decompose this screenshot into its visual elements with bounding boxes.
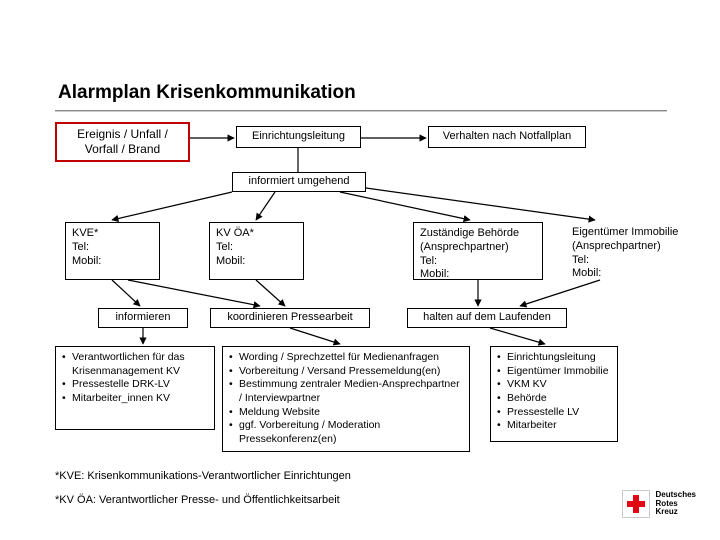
- behoerde-box: Zuständige Behörde (Ansprechpartner) Tel…: [413, 222, 543, 280]
- eigentuemer-l1: Eigentümer Immobilie: [572, 226, 695, 240]
- list-item: Vorbereitung / Versand Pressemeldung(en): [229, 365, 463, 379]
- list-item: Eigentümer Immobilie: [497, 365, 611, 379]
- logo-text: Deutsches Rotes Kreuz: [656, 491, 696, 516]
- trigger-box: Ereignis / Unfall / Vorfall / Brand: [55, 122, 190, 162]
- informiert-label: informiert umgehend: [249, 175, 350, 189]
- list-item: Behörde: [497, 392, 611, 406]
- kve-mobil: Mobil:: [72, 255, 153, 269]
- koord-label: koordinieren Pressearbeit: [227, 311, 352, 325]
- col1-box: Verantwortlichen für das Krisenmanagemen…: [55, 346, 215, 430]
- red-cross-icon: [622, 490, 650, 518]
- list-item: VKM KV: [497, 378, 611, 392]
- trigger-l2: Vorfall / Brand: [77, 142, 168, 157]
- eigentuemer-mobil: Mobil:: [572, 267, 695, 281]
- drk-logo: Deutsches Rotes Kreuz: [622, 490, 696, 518]
- behoerde-tel: Tel:: [420, 255, 536, 269]
- page-title: Alarmplan Krisenkommunikation: [58, 82, 356, 104]
- kvoa-tel: Tel:: [216, 241, 297, 255]
- behoerde-mobil: Mobil:: [420, 268, 536, 282]
- footnote-2: *KV ÖA: Verantwortlicher Presse- und Öff…: [55, 494, 340, 506]
- col3-list: EinrichtungsleitungEigentümer ImmobilieV…: [497, 351, 611, 433]
- informieren-box: informieren: [98, 308, 188, 328]
- kvoa-box: KV ÖA* Tel: Mobil:: [209, 222, 304, 280]
- list-item: Meldung Website: [229, 406, 463, 420]
- kve-box: KVE* Tel: Mobil:: [65, 222, 160, 280]
- halten-box: halten auf dem Laufenden: [407, 308, 567, 328]
- verhalten-box: Verhalten nach Notfallplan: [428, 126, 586, 148]
- kve-name: KVE*: [72, 227, 153, 241]
- list-item: Einrichtungsleitung: [497, 351, 611, 365]
- einrichtungsleitung-box: Einrichtungsleitung: [236, 126, 361, 148]
- kvoa-mobil: Mobil:: [216, 255, 297, 269]
- title-rule: [55, 110, 667, 112]
- col3-box: EinrichtungsleitungEigentümer ImmobilieV…: [490, 346, 618, 442]
- col2-box: Wording / Sprechzettel für Medienanfrage…: [222, 346, 470, 452]
- list-item: Wording / Sprechzettel für Medienanfrage…: [229, 351, 463, 365]
- koord-box: koordinieren Pressearbeit: [210, 308, 370, 328]
- list-item: ggf. Vorbereitung / Moderation Pressekon…: [229, 419, 463, 446]
- halten-label: halten auf dem Laufenden: [423, 311, 551, 325]
- list-item: Verantwortlichen für das Krisenmanagemen…: [62, 351, 208, 378]
- informieren-label: informieren: [115, 311, 170, 325]
- list-item: Bestimmung zentraler Medien-Ansprechpart…: [229, 378, 463, 405]
- trigger-l1: Ereignis / Unfall /: [77, 127, 168, 142]
- kve-tel: Tel:: [72, 241, 153, 255]
- eigentuemer-tel: Tel:: [572, 254, 695, 268]
- col1-list: Verantwortlichen für das Krisenmanagemen…: [62, 351, 208, 406]
- col2-list: Wording / Sprechzettel für Medienanfrage…: [229, 351, 463, 446]
- list-item: Mitarbeiter_innen KV: [62, 392, 208, 406]
- footnote-1: *KVE: Krisenkommunikations-Verantwortlic…: [55, 470, 351, 482]
- list-item: Pressestelle DRK-LV: [62, 378, 208, 392]
- list-item: Mitarbeiter: [497, 419, 611, 433]
- eigentuemer-l2: (Ansprechpartner): [572, 240, 695, 254]
- kvoa-name: KV ÖA*: [216, 227, 297, 241]
- verhalten-label: Verhalten nach Notfallplan: [443, 130, 571, 144]
- einrichtungsleitung-label: Einrichtungsleitung: [252, 130, 345, 144]
- informiert-box: informiert umgehend: [232, 172, 366, 192]
- behoerde-l2: (Ansprechpartner): [420, 241, 536, 255]
- eigentuemer-box: Eigentümer Immobilie (Ansprechpartner) T…: [566, 222, 701, 280]
- list-item: Pressestelle LV: [497, 406, 611, 420]
- behoerde-l1: Zuständige Behörde: [420, 227, 536, 241]
